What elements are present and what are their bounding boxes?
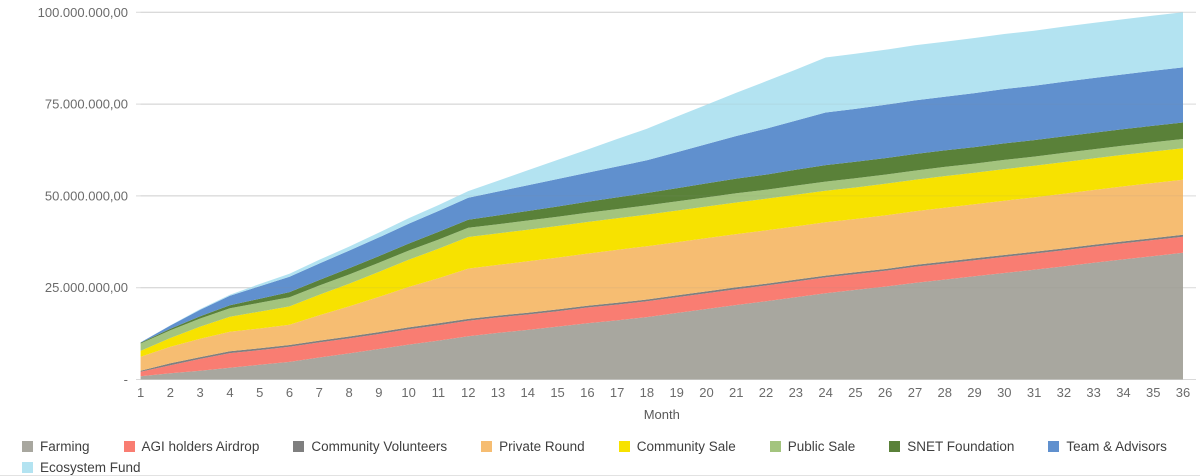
- legend-label-team-advisors: Team & Advisors: [1066, 439, 1167, 454]
- x-axis-title: Month: [644, 407, 680, 422]
- legend-item-community-sale: Community Sale: [618, 437, 736, 456]
- x-tick-label-15: 15: [550, 385, 564, 400]
- legend-swatch-private-round: [481, 441, 493, 452]
- legend-item-private-round: Private Round: [481, 437, 585, 456]
- area-snet-foundation: [140, 122, 1184, 344]
- y-tick-label-25m: 25.000.000,00: [45, 280, 128, 295]
- area-private-round: [140, 179, 1184, 371]
- x-tick-label-26: 26: [878, 385, 892, 400]
- x-tick-label-3: 3: [197, 385, 204, 400]
- legend-label-community-volunteers: Community Volunteers: [311, 439, 448, 454]
- area-farming: [140, 252, 1184, 380]
- legend-label-community-sale: Community Sale: [636, 439, 736, 454]
- x-tick-label-14: 14: [521, 385, 535, 400]
- x-tick-label-1: 1: [137, 385, 144, 400]
- area-ecosystem-fund: [140, 12, 1184, 343]
- x-tick-label-17: 17: [610, 385, 624, 400]
- chart-legend: Farming AGI holders Airdrop Community Volu…: [22, 437, 1182, 475]
- x-tick-label-9: 9: [375, 385, 382, 400]
- legend-swatch-snet-foundation: [889, 441, 901, 452]
- legend-swatch-team-advisors: [1048, 441, 1060, 452]
- legend-item-ecosystem-fund: Ecosystem Fund: [22, 458, 141, 475]
- legend-item-community-volunteers: Community Volunteers: [293, 437, 447, 456]
- y-tick-label-50m: 50.000.000,00: [45, 188, 128, 203]
- legend-label-public-sale: Public Sale: [787, 439, 856, 454]
- x-tick-label-36: 36: [1176, 385, 1190, 400]
- x-tick-label-31: 31: [1027, 385, 1041, 400]
- x-tick-label-24: 24: [818, 385, 832, 400]
- area-agi-holders-airdrop: [140, 236, 1184, 377]
- x-tick-label-11: 11: [432, 385, 446, 400]
- legend-label-farming: Farming: [40, 439, 90, 454]
- y-tick-label-75m: 75.000.000,00: [45, 97, 128, 112]
- x-tick-label-18: 18: [640, 385, 654, 400]
- legend-label-private-round: Private Round: [499, 439, 585, 454]
- x-tick-label-29: 29: [967, 385, 981, 400]
- area-team-advisors: [140, 67, 1184, 343]
- x-tick-label-27: 27: [908, 385, 922, 400]
- legend-row-1: Farming AGI holders Airdrop Community Volu…: [22, 437, 1182, 456]
- x-tick-label-5: 5: [256, 385, 263, 400]
- x-tick-label-25: 25: [848, 385, 862, 400]
- legend-swatch-community-sale: [618, 441, 630, 452]
- y-tick-label-0m: -: [124, 372, 128, 387]
- x-tick-label-8: 8: [345, 385, 352, 400]
- y-tick-label-100m: 100.000.000,00: [38, 5, 128, 20]
- x-tick-label-35: 35: [1146, 385, 1160, 400]
- legend-swatch-public-sale: [769, 441, 781, 452]
- x-tick-label-2: 2: [167, 385, 174, 400]
- legend-swatch-farming: [22, 441, 33, 452]
- legend-row-2: Ecosystem Fund: [22, 458, 1182, 475]
- x-tick-label-7: 7: [316, 385, 323, 400]
- x-tick-label-21: 21: [729, 385, 743, 400]
- x-tick-label-20: 20: [699, 385, 713, 400]
- x-tick-label-10: 10: [401, 385, 415, 400]
- area-public-sale: [140, 139, 1184, 351]
- x-tick-label-34: 34: [1116, 385, 1130, 400]
- x-tick-label-32: 32: [1057, 385, 1071, 400]
- area-community-sale: [140, 148, 1184, 357]
- x-tick-label-4: 4: [226, 385, 233, 400]
- x-tick-label-30: 30: [997, 385, 1011, 400]
- legend-swatch-agi-holders-airdrop: [123, 441, 135, 452]
- x-tick-label-19: 19: [669, 385, 683, 400]
- legend-label-snet-foundation: SNET Foundation: [907, 439, 1015, 454]
- legend-label-agi-holders-airdrop: AGI holders Airdrop: [141, 439, 260, 454]
- legend-item-snet-foundation: SNET Foundation: [889, 437, 1014, 456]
- x-tick-label-6: 6: [286, 385, 293, 400]
- x-tick-label-22: 22: [759, 385, 773, 400]
- legend-item-public-sale: Public Sale: [769, 437, 856, 456]
- x-tick-label-13: 13: [491, 385, 505, 400]
- x-tick-label-33: 33: [1086, 385, 1100, 400]
- legend-swatch-community-volunteers: [293, 441, 305, 452]
- legend-item-team-advisors: Team & Advisors: [1048, 437, 1167, 456]
- x-tick-label-28: 28: [938, 385, 952, 400]
- x-tick-label-16: 16: [580, 385, 594, 400]
- legend-swatch-ecosystem-fund: [22, 462, 33, 473]
- legend-item-agi-holders-airdrop: AGI holders Airdrop: [123, 437, 260, 456]
- legend-label-ecosystem-fund: Ecosystem Fund: [40, 460, 141, 475]
- x-tick-label-12: 12: [461, 385, 475, 400]
- stacked-area-chart: - 25.000.000,00 50.000.000,00 75.000.000,00…: [38, 5, 1196, 422]
- x-tick-label-23: 23: [789, 385, 803, 400]
- legend-item-farming: Farming: [22, 437, 90, 456]
